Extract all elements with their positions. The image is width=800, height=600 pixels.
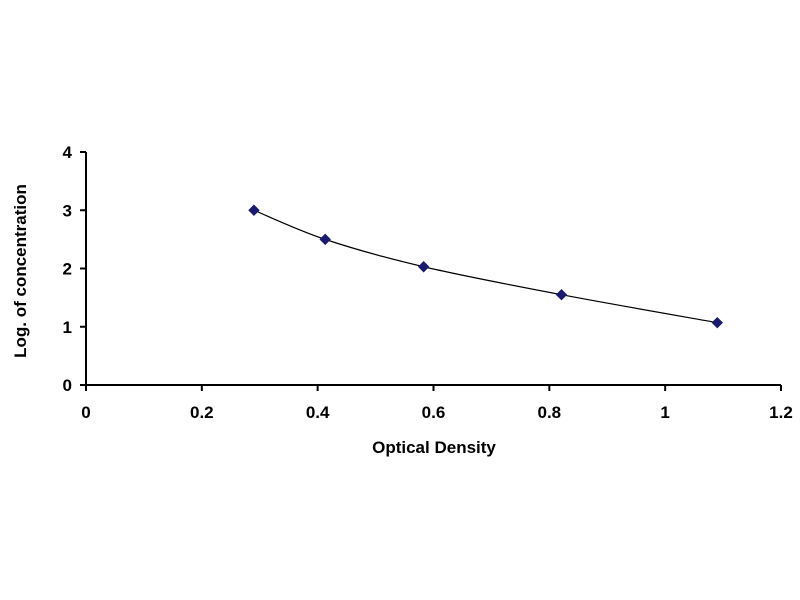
data-points-group [248, 204, 723, 329]
y-tick-label: 0 [63, 376, 72, 395]
x-tick-label: 0.8 [538, 403, 562, 422]
data-point-3 [417, 261, 430, 273]
x-axis-title: Optical Density [372, 438, 496, 457]
data-point-2 [319, 233, 331, 246]
fit-curve-group [253, 209, 718, 324]
x-tick-label: 1 [660, 403, 669, 422]
data-point-5 [711, 316, 723, 329]
x-tick-label: 1.2 [769, 403, 793, 422]
y-axis: 0 1 2 3 4 [63, 143, 87, 395]
x-tick-label: 0.4 [306, 403, 330, 422]
y-tick-label: 1 [63, 318, 72, 337]
data-point-1 [248, 204, 260, 216]
y-tick-label: 4 [63, 143, 73, 162]
y-tick-label: 2 [63, 260, 72, 279]
y-axis-title: Log. of concentration [11, 184, 30, 358]
x-tick-label: 0.6 [422, 403, 446, 422]
data-point-4 [555, 289, 568, 301]
x-tick-label: 0.2 [190, 403, 214, 422]
x-tick-label: 0 [81, 403, 90, 422]
x-axis: 0 0.2 0.4 0.6 0.8 1 1.2 [81, 384, 793, 422]
y-tick-label: 3 [63, 201, 72, 220]
fit-curve-line [253, 209, 718, 324]
